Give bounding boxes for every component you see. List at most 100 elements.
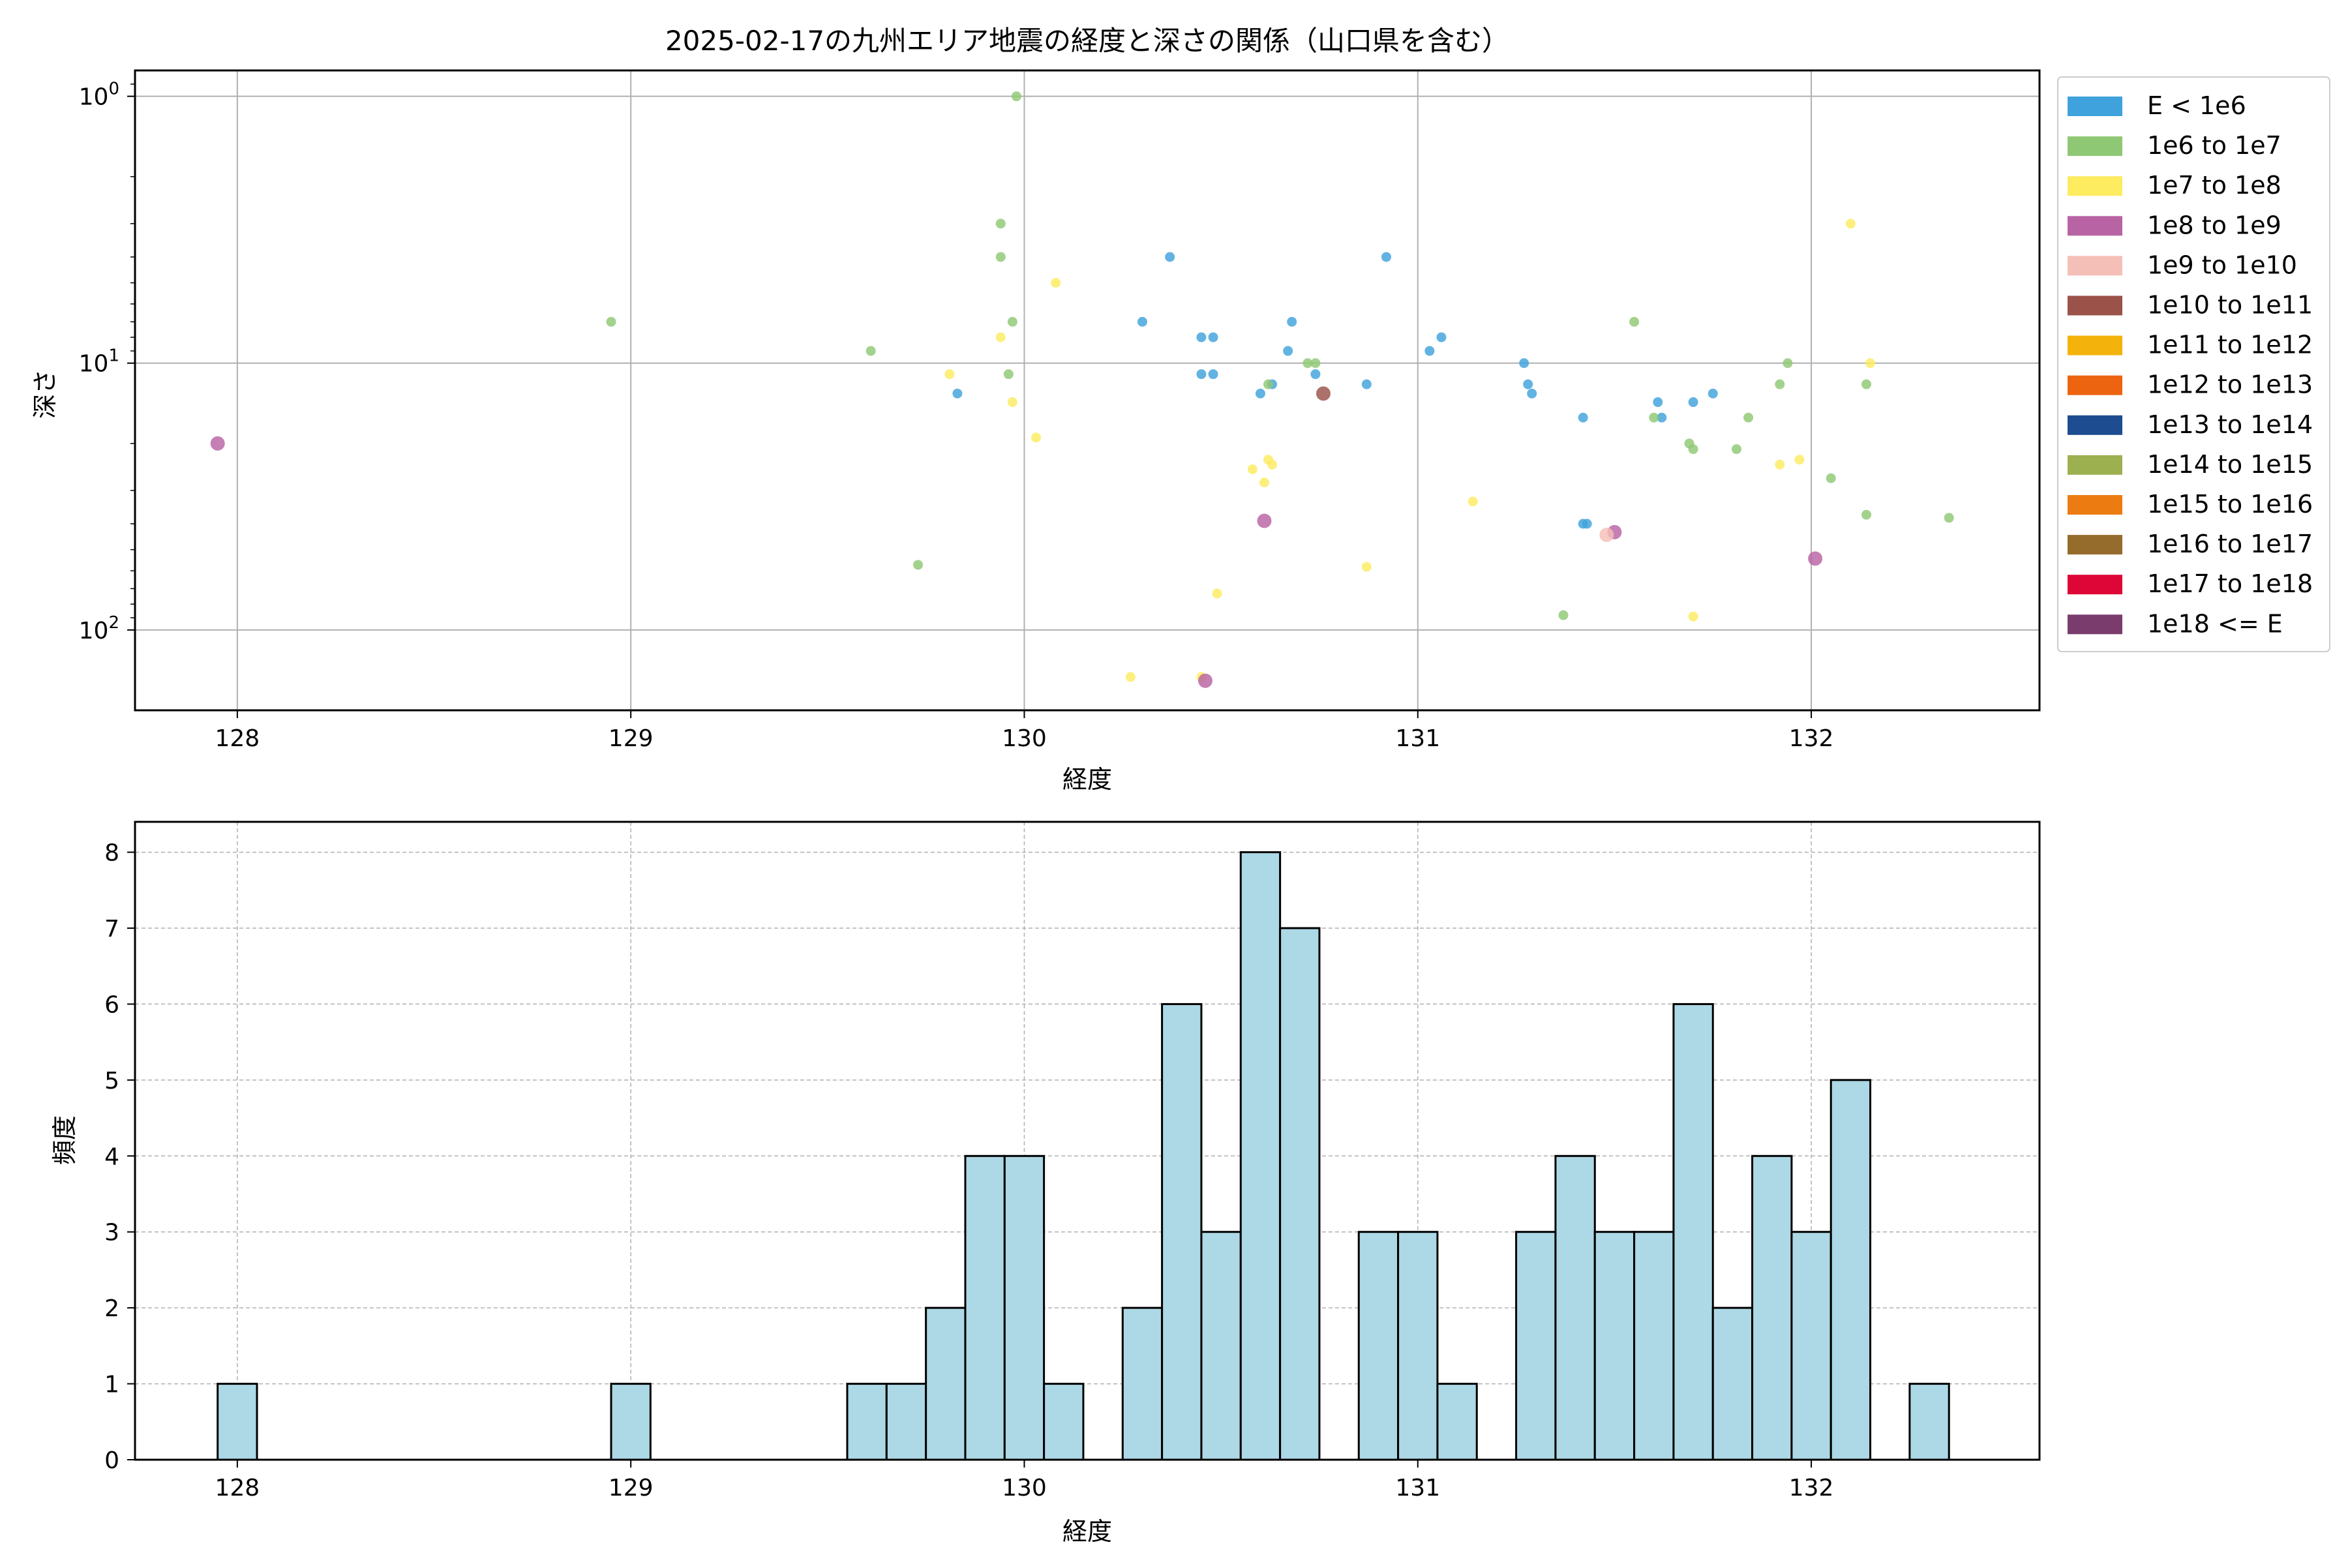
histogram-y-tick-label: 3 [104,1220,119,1246]
histogram-y-tick-label: 4 [104,1143,119,1170]
scatter-point [1468,496,1478,507]
histogram-bar [1397,1231,1439,1461]
scatter-point [1031,432,1042,443]
scatter-points [210,91,1954,688]
scatter-x-tick-label: 128 [215,725,260,752]
histogram-bar [1121,1306,1164,1461]
histogram-bar [846,1383,888,1461]
scatter-point [1808,551,1823,566]
scatter-point [1653,397,1663,408]
legend-swatch [2068,495,2122,515]
histogram-x-tick-label: 130 [1002,1475,1047,1501]
scatter-point [1436,332,1447,342]
scatter-x-axis-label: 経度 [1062,765,1112,794]
histogram-bar [610,1383,652,1461]
scatter-point [1310,358,1321,369]
scatter-point [1003,369,1014,380]
histogram-bar [1711,1306,1754,1461]
scatter-point [1137,316,1147,327]
histogram-bar [1200,1231,1242,1461]
histogram-y-tick-label: 6 [104,991,119,1018]
legend-label: 1e6 to 1e7 [2147,131,2281,160]
legend-label: 1e18 <= E [2147,609,2283,638]
histogram-y-tick-label: 7 [104,916,119,942]
scatter-y-tick-label: 100 [79,80,119,111]
scatter-point [1267,459,1278,470]
scatter-grid [135,70,2039,710]
legend-frame [2057,76,2330,652]
scatter-point [1287,316,1297,327]
histogram-bar [885,1383,927,1461]
histogram-y-axis-label: 頻度 [50,1115,79,1165]
histogram-bar [1357,1231,1400,1461]
histogram-bar [1239,851,1282,1461]
legend-label: 1e12 to 1e13 [2147,370,2313,399]
histogram-x-tick-label: 132 [1789,1475,1834,1501]
scatter-point [1731,444,1741,455]
scatter-y-axis-label: 深さ [31,369,59,419]
histogram-bar [1751,1154,1793,1461]
legend-swatch [2068,216,2122,236]
histogram-y-tick-label: 5 [104,1068,119,1094]
scatter-point [1283,346,1293,356]
scatter-point [1794,455,1805,465]
legend-label: 1e10 to 1e11 [2147,291,2313,320]
histogram-bar [925,1306,967,1461]
histogram-x-tick-label: 129 [609,1475,654,1501]
legend-label: 1e14 to 1e15 [2147,450,2313,479]
scatter-point [1629,316,1640,327]
scatter-point [1688,611,1698,622]
scatter-point [944,369,955,380]
legend-label: 1e7 to 1e8 [2147,171,2281,200]
scatter-x-tick-label: 130 [1002,725,1047,752]
legend-label: 1e8 to 1e9 [2147,211,2281,239]
scatter-point [1208,332,1218,342]
histogram-bar [1672,1003,1714,1461]
scatter-point [1845,219,1856,229]
scatter-point [865,346,876,356]
scatter-point [1775,379,1785,389]
scatter-point [210,436,225,451]
legend-swatch [2068,335,2122,355]
scatter-point [1257,513,1272,528]
histogram-bar [1436,1383,1478,1461]
histogram-y-tick-label: 2 [104,1295,119,1322]
scatter-point [1007,397,1017,408]
legend-swatch [2068,535,2122,555]
scatter-point [1196,332,1207,342]
scatter-point [1208,369,1218,380]
histogram-bar [1593,1231,1636,1461]
histogram-x-tick-label: 131 [1395,1475,1440,1501]
scatter-point [1558,610,1569,620]
scatter-point [1578,412,1588,423]
scatter-point [1649,412,1659,423]
scatter-point [1255,388,1265,399]
scatter-point [1775,459,1785,470]
legend-swatch [2068,136,2122,157]
scatter-point [1212,588,1222,599]
legend-swatch [2068,97,2122,116]
legend-swatch [2068,176,2122,196]
histogram-y-tick-label: 8 [104,840,119,867]
scatter-point [1523,379,1533,389]
scatter-x-tick-label: 131 [1395,725,1440,752]
scatter-point [1247,464,1257,475]
legend-label: 1e16 to 1e17 [2147,530,2313,558]
scatter-point [1165,252,1175,262]
scatter-point [1316,386,1331,401]
legend-swatch [2068,575,2122,595]
legend-swatch [2068,614,2122,635]
histogram-bar [1790,1231,1832,1461]
scatter-point [1944,513,1954,523]
legend-label: 1e13 to 1e14 [2147,410,2313,439]
scatter-point [1826,473,1836,483]
scatter-point [1011,91,1021,102]
scatter-point [1743,412,1754,423]
scatter-point [1302,358,1313,369]
legend: E < 1e6 1e6 to 1e7 1e7 to 1e8 1e8 to 1e9 1e9… [2057,76,2330,652]
scatter-point [1708,388,1718,399]
legend-swatch [2068,415,2122,435]
histogram-bar [217,1383,258,1461]
